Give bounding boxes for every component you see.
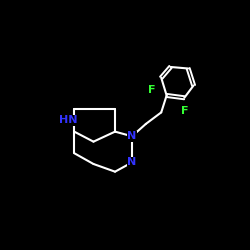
Text: N: N [127,131,136,141]
Text: F: F [148,85,156,95]
Text: N: N [127,158,136,168]
Text: F: F [180,106,188,116]
Text: HN: HN [59,115,77,125]
